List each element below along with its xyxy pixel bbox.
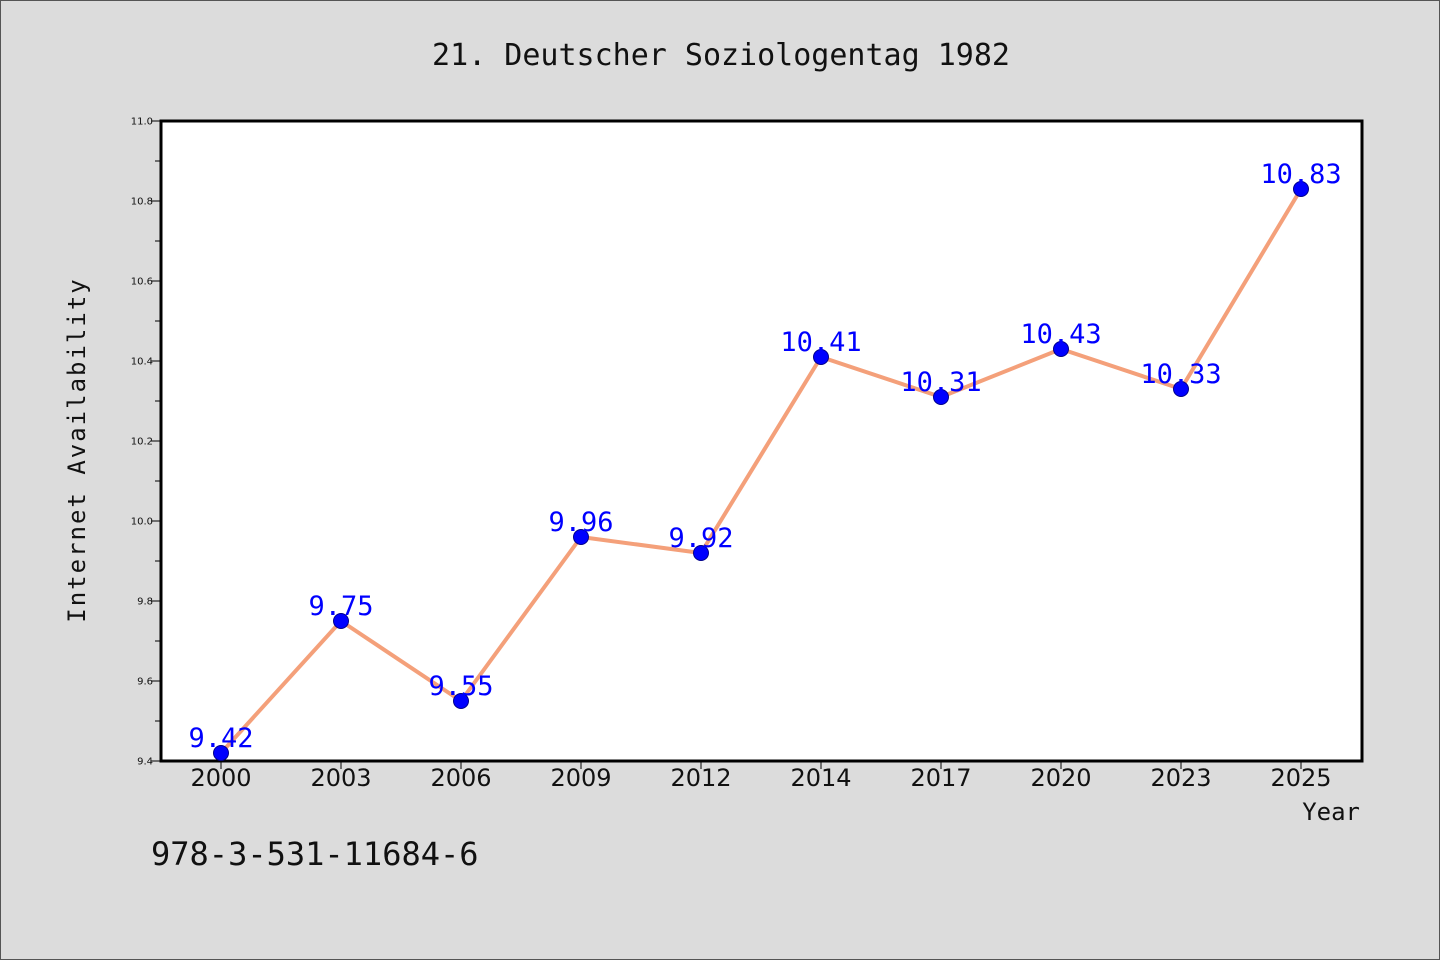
series-line bbox=[219, 187, 1303, 755]
y-tick-label: 9.4 bbox=[137, 757, 153, 768]
data-label-group: 9.42 9.75 9.55 9.96 9.92 10.41 10.31 10.43 10.33… bbox=[188, 159, 1341, 754]
y-tick-label: 10.4 bbox=[131, 357, 153, 368]
y-tick-label: 9.6 bbox=[137, 677, 153, 688]
isbn-text: 978-3-531-11684-6 bbox=[151, 835, 479, 873]
data-point-marker bbox=[453, 693, 469, 709]
data-point-marker bbox=[1173, 381, 1189, 397]
data-point-marker bbox=[1293, 181, 1309, 197]
data-point-marker bbox=[333, 613, 349, 629]
data-point-marker bbox=[573, 529, 589, 545]
y-axis: 9.4 9.6 9.8 10.0 10.2 10.4 10.6 10.8 11.0 bbox=[131, 117, 161, 768]
data-label: 9.92 bbox=[668, 523, 733, 554]
x-tick-label: 2012 bbox=[670, 764, 731, 792]
y-axis-label: Internet Availability bbox=[63, 277, 91, 622]
data-label: 10.33 bbox=[1140, 359, 1221, 390]
y-tick-label: 9.8 bbox=[137, 597, 153, 608]
y-tick-label: 10.2 bbox=[131, 437, 153, 448]
data-point-marker bbox=[1053, 341, 1069, 357]
y-tick-label: 10.8 bbox=[131, 197, 153, 208]
data-label: 9.96 bbox=[548, 507, 613, 538]
y-tick-label: 10.0 bbox=[131, 517, 153, 528]
data-label: 10.41 bbox=[780, 327, 861, 358]
x-axis: 2000 2003 2006 2009 2012 2014 2017 2020 2023 2025 bbox=[190, 761, 1332, 792]
x-tick-label: 2023 bbox=[1150, 764, 1211, 792]
series-line-group bbox=[219, 187, 1303, 755]
chart-title: 21. Deutscher Soziologentag 1982 bbox=[432, 38, 1010, 73]
x-tick-label: 2014 bbox=[790, 764, 851, 792]
marker-group bbox=[213, 181, 1309, 761]
x-tick-label: 2000 bbox=[190, 764, 251, 792]
y-tick-label: 10.6 bbox=[131, 277, 153, 288]
data-label: 10.31 bbox=[900, 367, 981, 398]
data-point-marker bbox=[693, 545, 709, 561]
x-tick-label: 2009 bbox=[550, 764, 611, 792]
plot-area bbox=[159, 119, 1364, 763]
data-label: 9.55 bbox=[428, 671, 493, 702]
x-tick-label: 2020 bbox=[1030, 764, 1091, 792]
x-tick-label: 2025 bbox=[1270, 764, 1331, 792]
x-tick-label: 2017 bbox=[910, 764, 971, 792]
data-label: 9.75 bbox=[308, 591, 373, 622]
x-tick-label: 2006 bbox=[430, 764, 491, 792]
data-point-marker bbox=[813, 349, 829, 365]
data-label: 10.83 bbox=[1260, 159, 1341, 190]
data-point-marker bbox=[933, 389, 949, 405]
y-tick-label: 11.0 bbox=[131, 117, 153, 128]
x-axis-label: Year bbox=[1302, 798, 1360, 826]
data-label: 10.43 bbox=[1020, 319, 1101, 350]
data-label: 9.42 bbox=[188, 723, 253, 754]
data-point-marker bbox=[213, 745, 229, 761]
x-tick-label: 2003 bbox=[310, 764, 371, 792]
